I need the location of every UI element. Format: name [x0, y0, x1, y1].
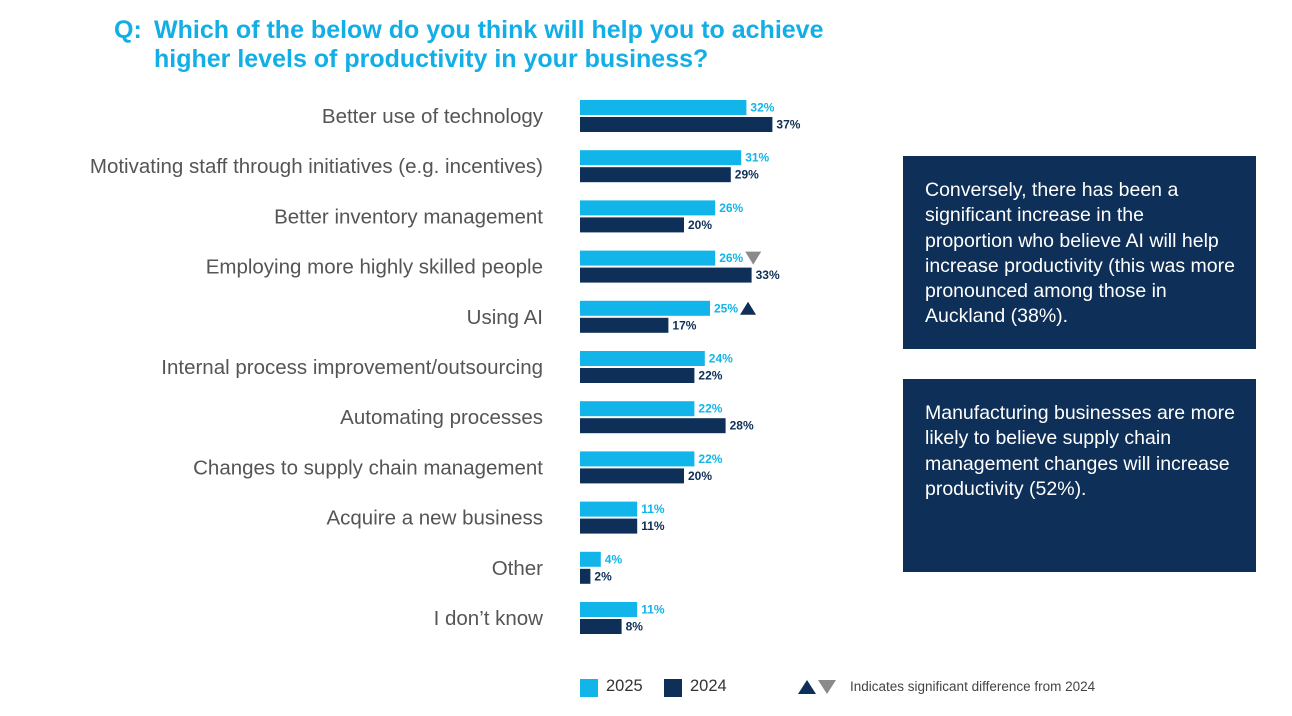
value-label-2025: 26%: [719, 201, 743, 215]
bar-2025-4: [580, 250, 716, 266]
category-label: Automating processes: [340, 406, 543, 429]
value-label-2025: 22%: [698, 402, 722, 416]
bar-2024-8: [580, 468, 684, 484]
title-line-1: Which of the below do you think will hel…: [154, 16, 824, 44]
bar-2024-5: [580, 317, 669, 333]
title-line-2: higher levels of productivity in your bu…: [154, 45, 709, 73]
callout-ai-text: Conversely, there has been a significant…: [925, 179, 1235, 328]
value-label-2025: 11%: [641, 502, 665, 516]
significance-legend-icons: [798, 680, 836, 694]
legend-label-2025: 2025: [606, 677, 643, 695]
bar-2025-2: [580, 150, 742, 166]
legend-swatch-2025: [580, 679, 598, 697]
value-label-2024: 17%: [672, 318, 696, 332]
value-label-2025: 22%: [698, 452, 722, 466]
bar-2024-3: [580, 217, 684, 233]
bar-2025-11: [580, 602, 638, 617]
bar-2024-11: [580, 619, 622, 634]
category-label: Other: [492, 557, 543, 580]
value-label-2024: 20%: [688, 469, 712, 483]
bar-2025-7: [580, 401, 695, 417]
bar-2025-8: [580, 451, 695, 467]
triangle-down-icon: [745, 251, 762, 265]
value-label-2025: 31%: [745, 151, 769, 165]
value-label-2024: 28%: [730, 419, 754, 433]
value-label-2025: 11%: [641, 603, 665, 617]
bar-2024-9: [580, 518, 638, 534]
bar-2024-6: [580, 368, 695, 383]
value-label-2025: 25%: [714, 301, 738, 315]
category-label: I don’t know: [434, 607, 544, 630]
triangle-up-icon: [740, 301, 757, 315]
value-label-2024: 22%: [698, 369, 722, 383]
bar-2025-9: [580, 501, 638, 517]
value-label-2024: 11%: [641, 519, 665, 533]
category-label: Better use of technology: [322, 105, 544, 128]
bar-2025-6: [580, 351, 705, 366]
bar-2024-1: [580, 117, 773, 132]
callout-ai-insight: Conversely, there has been a significant…: [903, 156, 1256, 349]
bar-2024-7: [580, 418, 726, 434]
category-label: Motivating staff through initiatives (e.…: [90, 155, 543, 178]
category-label: Employing more highly skilled people: [206, 256, 543, 279]
callout-manufacturing-insight: Manufacturing businesses are more likely…: [903, 379, 1256, 572]
value-label-2024: 33%: [756, 268, 780, 282]
bar-2024-4: [580, 267, 752, 283]
value-label-2025: 32%: [750, 101, 774, 115]
bar-2024-10: [580, 568, 591, 584]
value-label-2025: 24%: [709, 352, 733, 366]
category-label: Internal process improvement/outsourcing: [161, 356, 543, 379]
category-label: Changes to supply chain management: [193, 456, 543, 479]
question-prefix: Q:: [114, 16, 142, 44]
value-label-2024: 2%: [594, 569, 612, 583]
bar-2025-10: [580, 551, 601, 567]
bar-2025-3: [580, 200, 716, 216]
triangle-up-icon: [798, 680, 816, 694]
bar-2025-5: [580, 300, 710, 316]
value-label-2025: 26%: [719, 251, 743, 265]
value-label-2024: 29%: [735, 168, 759, 182]
category-label: Better inventory management: [274, 205, 543, 228]
significance-note: Indicates significant difference from 20…: [850, 679, 1096, 694]
value-label-2025: 4%: [605, 552, 623, 566]
legend-swatch-2024: [664, 679, 682, 697]
triangle-down-icon: [818, 680, 836, 694]
callout-manufacturing-text: Manufacturing businesses are more likely…: [925, 402, 1235, 500]
category-label: Using AI: [467, 306, 543, 329]
category-label: Acquire a new business: [326, 507, 543, 530]
bar-2024-2: [580, 167, 731, 183]
value-label-2024: 20%: [688, 218, 712, 232]
value-label-2024: 8%: [626, 620, 644, 634]
legend-label-2024: 2024: [690, 677, 727, 695]
bar-2025-1: [580, 100, 747, 115]
value-label-2024: 37%: [776, 118, 800, 132]
